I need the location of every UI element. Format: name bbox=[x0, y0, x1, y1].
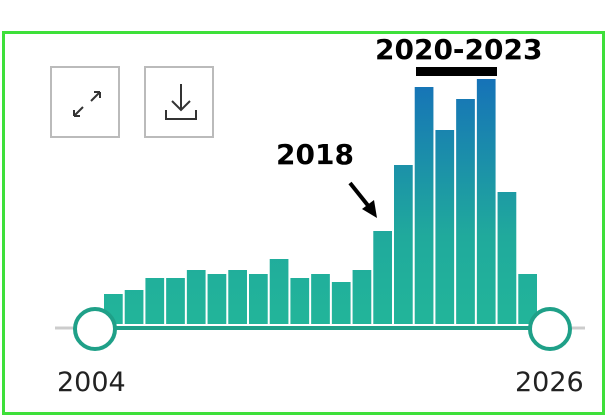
bar-2023[interactable] bbox=[476, 79, 496, 324]
bar-2018[interactable] bbox=[373, 231, 392, 324]
bar-2011[interactable] bbox=[228, 270, 247, 324]
bar-2014[interactable] bbox=[290, 278, 310, 324]
bar-2017[interactable] bbox=[352, 270, 372, 324]
download-icon bbox=[165, 84, 197, 120]
bar-2010[interactable] bbox=[207, 274, 227, 324]
end-year-label: 2026 bbox=[515, 367, 584, 398]
peak-range-label: 2020-2023 bbox=[375, 33, 543, 66]
bar-2012[interactable] bbox=[249, 274, 268, 324]
bar-2021[interactable] bbox=[435, 130, 455, 324]
bar-2016[interactable] bbox=[331, 282, 351, 324]
slider-start-handle[interactable] bbox=[73, 307, 117, 351]
chart-frame bbox=[2, 31, 605, 415]
bar-2024[interactable] bbox=[497, 192, 517, 324]
slider-end-handle[interactable] bbox=[528, 307, 572, 351]
bar-2019[interactable] bbox=[394, 165, 413, 324]
bar-2025[interactable] bbox=[518, 274, 537, 324]
bar-2009[interactable] bbox=[186, 270, 206, 324]
bar-2006[interactable] bbox=[124, 290, 144, 324]
arrow-icon bbox=[348, 181, 377, 218]
bar-2013[interactable] bbox=[269, 259, 289, 324]
range-bracket bbox=[416, 67, 497, 76]
bar-2008[interactable] bbox=[166, 278, 185, 324]
bar-2020[interactable] bbox=[414, 87, 434, 324]
expand-button[interactable] bbox=[50, 66, 120, 138]
download-button[interactable] bbox=[144, 66, 214, 138]
marker-label: 2018 bbox=[276, 138, 354, 171]
expand-icon bbox=[73, 91, 101, 117]
start-year-label: 2004 bbox=[57, 367, 126, 398]
bar-2007[interactable] bbox=[145, 278, 165, 324]
bar-2015[interactable] bbox=[311, 274, 330, 324]
bar-2022[interactable] bbox=[456, 99, 475, 324]
